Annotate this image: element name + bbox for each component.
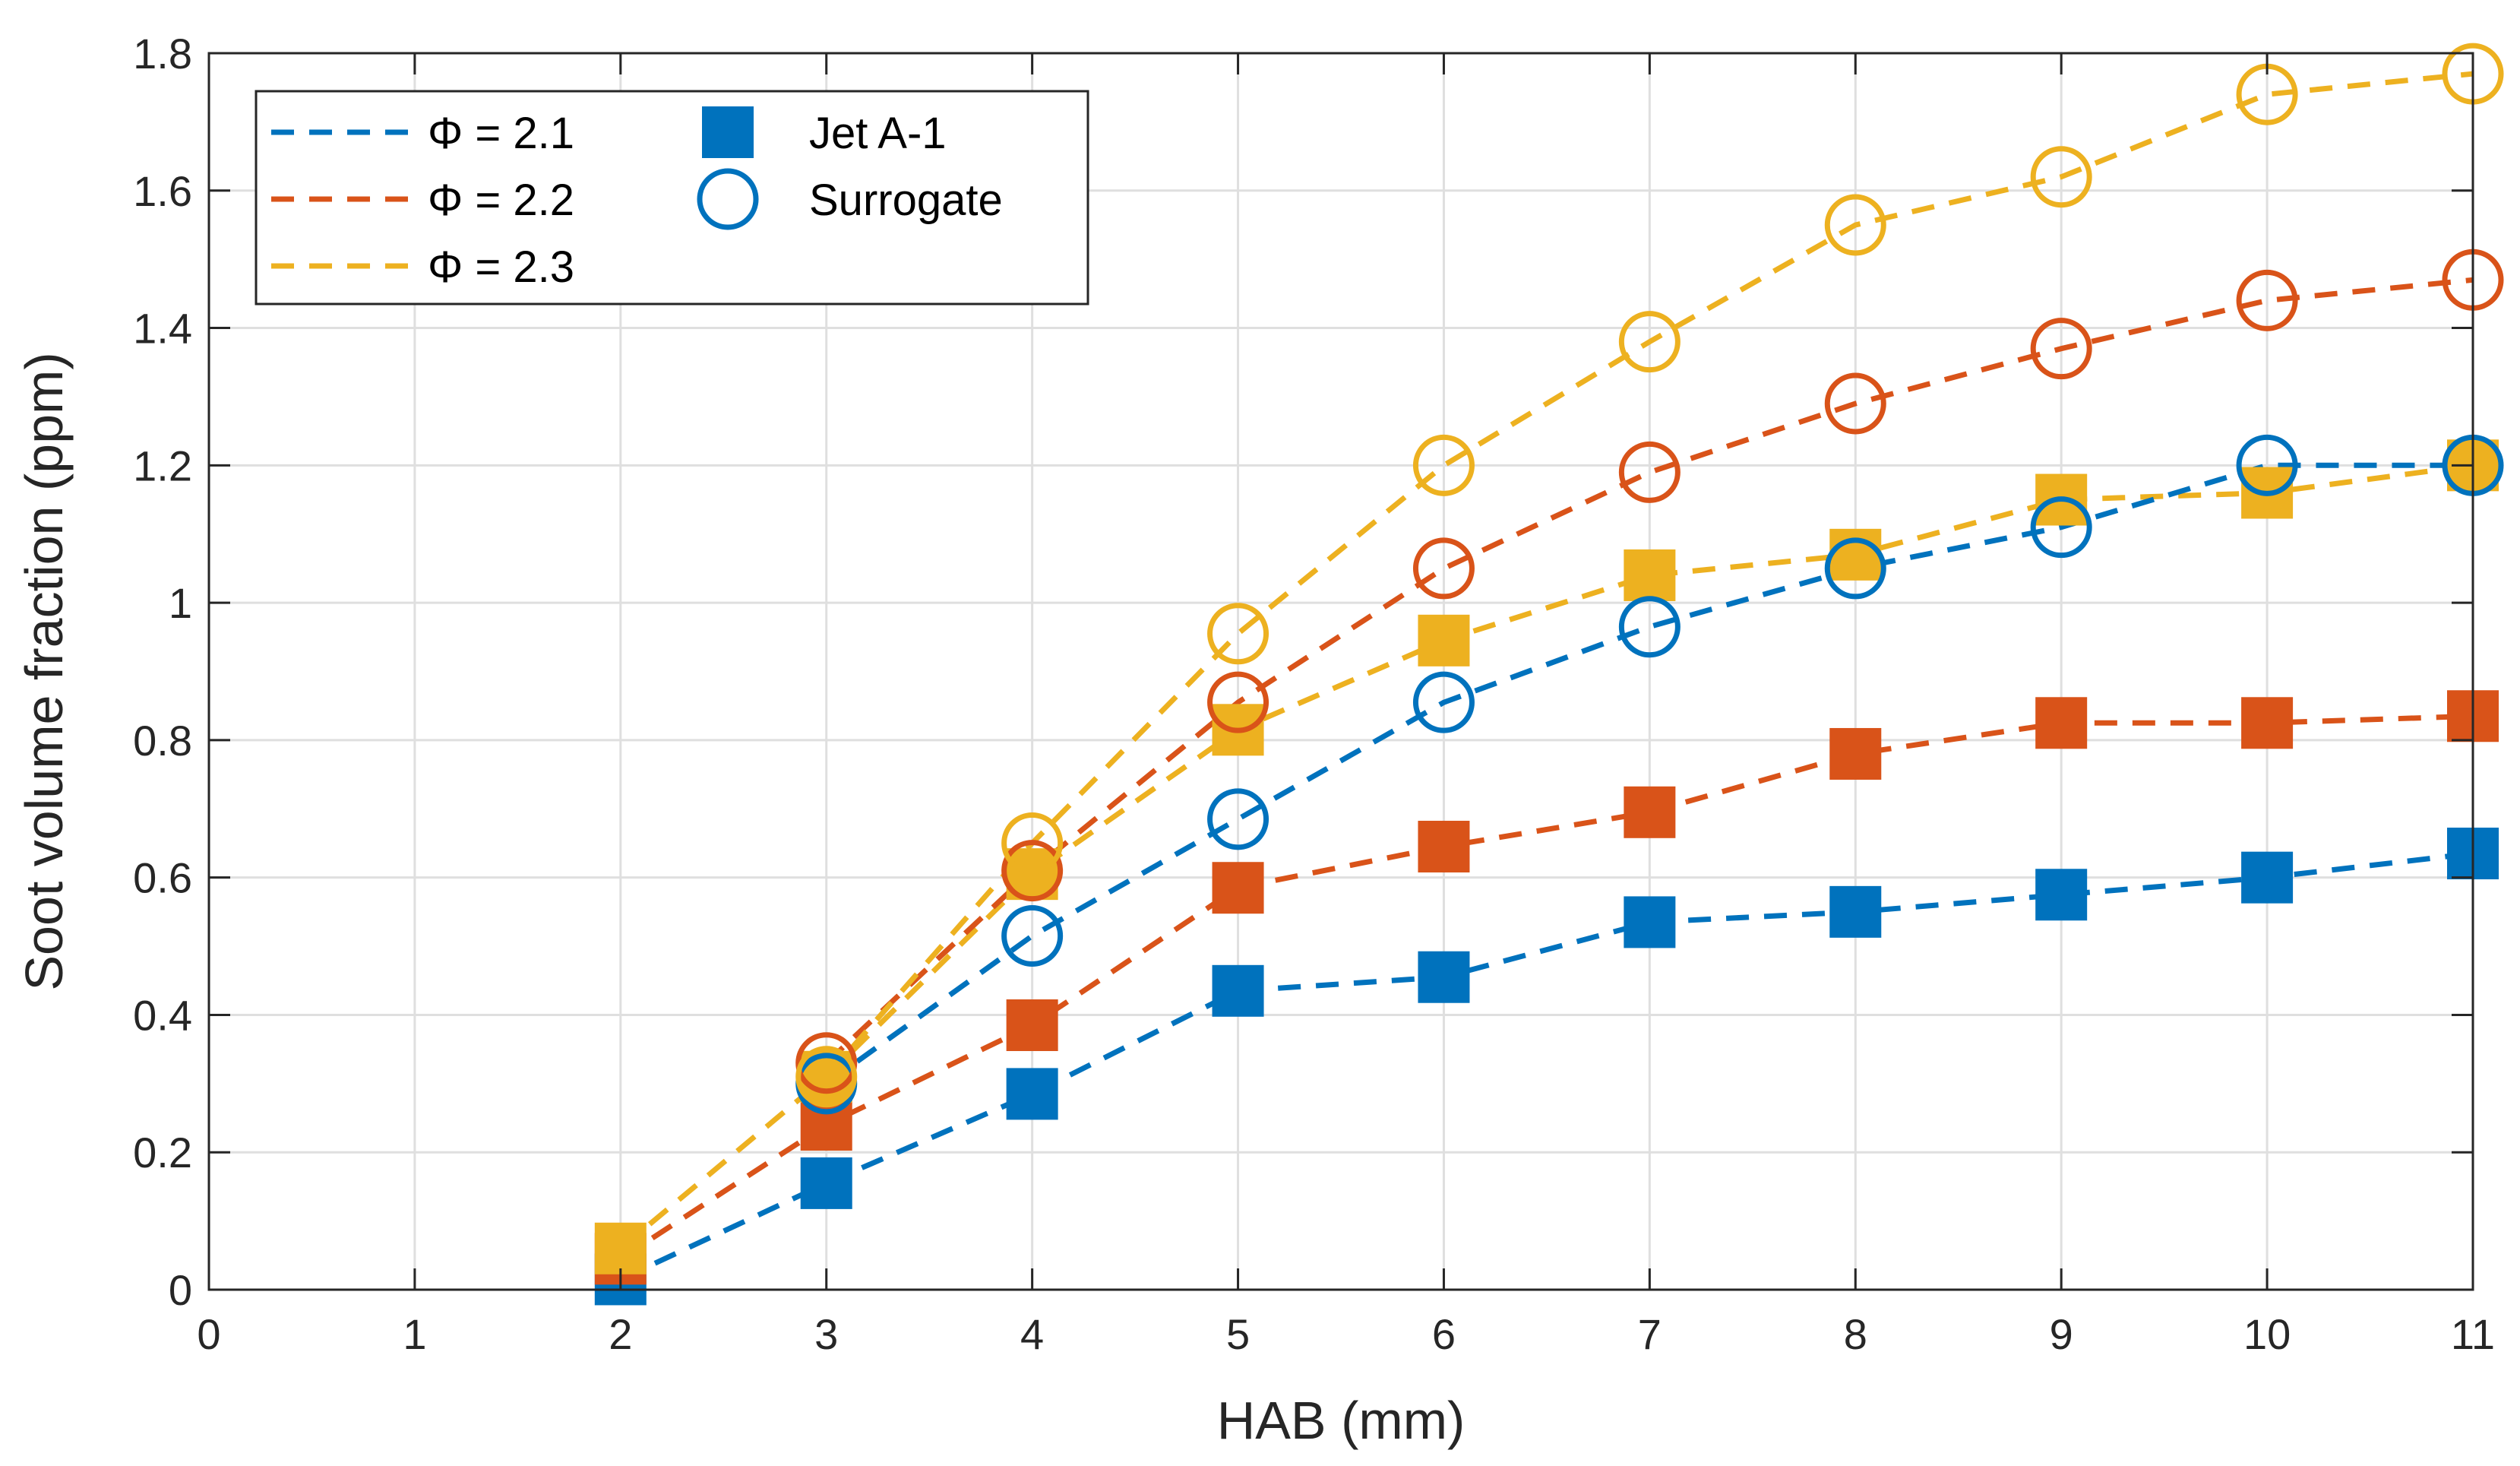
data-point-surrogate-phi-21 <box>2236 434 2298 496</box>
data-point-jet-a-1-phi-21 <box>1624 896 1676 948</box>
data-point-jet-a-1-phi-22 <box>1829 727 1882 780</box>
legend: Φ = 2.1 Φ = 2.2 Φ = 2.3 Jet A-1 Surrogate <box>255 90 1089 306</box>
data-point-surrogate-phi-21 <box>1824 537 1886 600</box>
data-point-surrogate-phi-22 <box>2030 318 2092 380</box>
y-tick-label: 1.2 <box>133 442 192 489</box>
data-point-surrogate-phi-21 <box>1618 596 1681 658</box>
data-point-jet-a-1-phi-21 <box>1212 964 1264 1017</box>
data-point-jet-a-1-phi-21 <box>2035 869 2088 921</box>
x-tick-label: 0 <box>197 1310 220 1358</box>
x-tick-label: 2 <box>609 1310 632 1358</box>
series-line-jet-a-1-phi-21 <box>619 850 2474 1282</box>
y-tick-label: 0.4 <box>133 991 192 1039</box>
data-point-jet-a-1-phi-21 <box>800 1157 852 1209</box>
y-tick-label: 0 <box>169 1266 192 1314</box>
series-markers <box>594 43 2504 1306</box>
data-point-surrogate-phi-23 <box>1207 603 1269 665</box>
data-point-surrogate-phi-23 <box>1824 194 1886 256</box>
data-point-surrogate-phi-23 <box>795 1046 858 1108</box>
x-tick-label: 8 <box>1844 1310 1867 1358</box>
y-tick-label: 1.8 <box>133 30 192 78</box>
data-point-surrogate-phi-22 <box>2236 269 2298 331</box>
legend-label: Jet A-1 <box>809 109 947 158</box>
x-tick-label: 4 <box>1020 1310 1044 1358</box>
data-point-surrogate-phi-22 <box>1001 840 1064 902</box>
data-point-surrogate-phi-22 <box>1412 537 1475 600</box>
x-tick-label: 11 <box>2451 1310 2495 1358</box>
y-tick-label: 0.2 <box>133 1129 192 1176</box>
data-point-jet-a-1-phi-22 <box>1006 999 1058 1052</box>
series-line-jet-a-1-phi-22 <box>618 713 2474 1262</box>
series-line-jet-a-1-phi-23 <box>618 462 2474 1251</box>
x-tick-label: 10 <box>2243 1310 2291 1358</box>
data-point-jet-a-1-phi-22 <box>1418 820 1470 872</box>
legend-label: Φ = 2.3 <box>428 242 574 292</box>
plot-area-frame <box>207 52 2474 1291</box>
data-point-jet-a-1-phi-22 <box>2241 697 2294 749</box>
data-point-jet-a-1-phi-22 <box>2035 697 2088 749</box>
data-point-surrogate-phi-21 <box>1207 788 1269 850</box>
x-tick-label: 9 <box>2050 1310 2073 1358</box>
x-tick-label: 5 <box>1226 1310 1250 1358</box>
legend-label: Φ = 2.1 <box>428 109 574 158</box>
y-tick-label: 1.6 <box>133 167 192 215</box>
series-lines <box>618 71 2474 1282</box>
data-point-surrogate-phi-21 <box>1412 671 1475 733</box>
x-tick-label: 3 <box>814 1310 838 1358</box>
data-point-jet-a-1-phi-21 <box>1418 951 1470 1003</box>
x-tick-label: 1 <box>403 1310 426 1358</box>
data-point-jet-a-1-phi-23 <box>1624 549 1676 601</box>
data-point-surrogate-phi-23 <box>1001 812 1064 874</box>
y-tick-label: 0.6 <box>133 854 192 902</box>
data-point-jet-a-1-phi-21 <box>1006 1068 1058 1120</box>
data-point-surrogate-phi-22 <box>1618 441 1681 503</box>
x-axis-label: HAB (mm) <box>1217 1391 1466 1450</box>
series-line-surrogate-phi-23 <box>824 71 2474 1079</box>
legend-circle-marker <box>697 168 759 230</box>
data-point-surrogate-phi-21 <box>2030 496 2092 559</box>
legend-label: Φ = 2.2 <box>428 176 574 225</box>
data-point-jet-a-1-phi-21 <box>2241 851 2294 904</box>
x-tick-label: 6 <box>1432 1310 1456 1358</box>
data-point-jet-a-1-phi-23 <box>594 1222 647 1274</box>
data-point-jet-a-1-phi-22 <box>1212 862 1264 914</box>
y-tick-label: 1 <box>169 579 192 627</box>
legend-label: Surrogate <box>809 176 1003 225</box>
y-tick-label: 1.4 <box>133 305 192 353</box>
data-point-surrogate-phi-23 <box>1412 434 1475 496</box>
data-point-surrogate-phi-22 <box>795 1032 858 1094</box>
data-point-surrogate-phi-23 <box>1618 311 1681 373</box>
data-point-surrogate-phi-21 <box>1001 904 1064 967</box>
data-point-surrogate-phi-23 <box>2030 146 2092 208</box>
data-point-jet-a-1-phi-23 <box>1829 528 1882 581</box>
legend-square-marker <box>702 106 754 158</box>
data-point-jet-a-1-phi-23 <box>1418 614 1470 667</box>
x-axis-ticks: 0 1 2 3 4 5 6 7 8 9 10 11 <box>197 53 2495 1358</box>
data-point-jet-a-1-phi-22 <box>1624 786 1676 838</box>
y-axis-label: Soot volume fraction (ppm) <box>14 352 74 990</box>
data-point-surrogate-phi-22 <box>1824 372 1886 435</box>
y-tick-label: 0.8 <box>133 717 192 765</box>
data-point-jet-a-1-phi-21 <box>1829 885 1882 938</box>
x-tick-label: 7 <box>1638 1310 1662 1358</box>
data-point-surrogate-phi-22 <box>1207 671 1269 733</box>
y-axis-ticks: 0 0.2 0.4 0.6 0.8 1 1.2 1.4 1.6 1.8 <box>133 30 2473 1314</box>
